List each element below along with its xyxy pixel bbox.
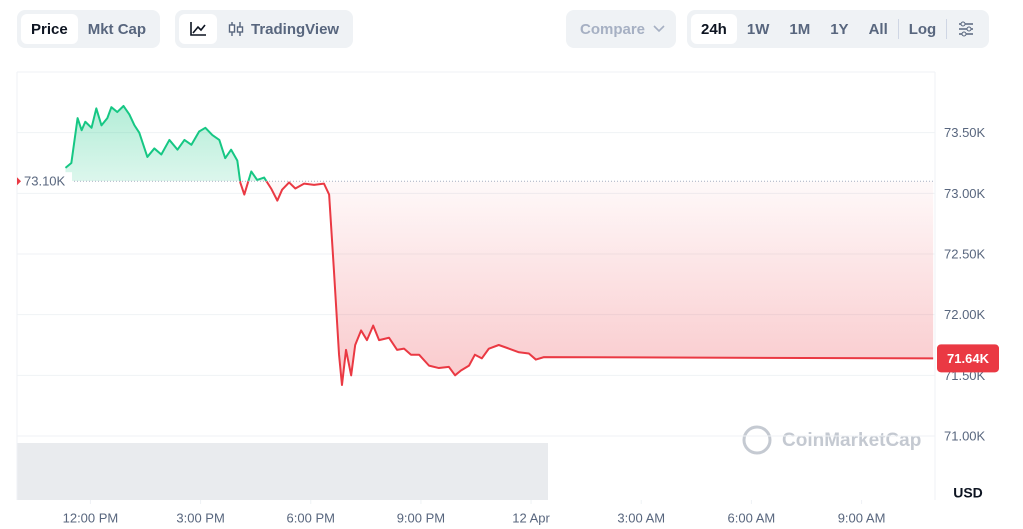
y-tick-label: 73.50K [944, 125, 986, 140]
y-tick-label: 72.50K [944, 246, 986, 261]
x-tick-label: 9:00 AM [838, 510, 886, 525]
price-line [64, 104, 934, 387]
compare-dropdown[interactable]: Compare [566, 10, 676, 48]
range-toggle: 24h 1W 1M 1Y All Log [687, 10, 990, 48]
x-tick-label: 9:00 PM [397, 510, 445, 525]
volume-area [17, 443, 548, 500]
compare-label: Compare [580, 20, 646, 38]
last-price-tag [937, 344, 999, 373]
chevron-icon [653, 25, 665, 33]
tradingview-button[interactable]: TradingView [217, 14, 349, 44]
open-price-label-bg [20, 172, 72, 191]
price-area [65, 105, 934, 386]
candle-icon [228, 22, 244, 36]
settings-button[interactable] [947, 14, 985, 44]
watermark: CoinMarketCap [742, 425, 921, 455]
compare-button[interactable]: Compare [570, 14, 675, 44]
metric-toggle: Price Mkt Cap [17, 10, 161, 48]
open-price-label: 73.10K [24, 174, 66, 189]
range-button[interactable]: 1W [746, 20, 770, 38]
range-button[interactable]: 1Y [830, 20, 849, 38]
chart-mode-toggle: TradingView [175, 10, 354, 48]
range-button[interactable]: 24h [691, 14, 737, 44]
range-button[interactable]: 1M [789, 20, 811, 38]
separator [897, 19, 899, 39]
y-tick-label: 71.00K [944, 428, 986, 443]
x-tick-label: 12 Apr [512, 510, 550, 525]
range-button[interactable]: All [868, 20, 888, 38]
x-tick-label: 6:00 PM [287, 510, 335, 525]
x-tick-label: 3:00 AM [617, 510, 665, 525]
y-tick-label: 72.00K [944, 307, 986, 322]
mkt-cap-button[interactable]: Mkt Cap [87, 20, 147, 38]
price-button[interactable]: Price [21, 14, 78, 44]
x-tick-label: 12:00 PM [63, 510, 119, 525]
settings-icon [959, 21, 974, 37]
x-tick-label: 3:00 PM [176, 510, 224, 525]
tradingview-label: TradingView [251, 20, 340, 38]
currency-label: USD [953, 485, 983, 501]
open-price-marker [17, 177, 21, 186]
line-icon [190, 22, 206, 36]
watermark-text: CoinMarketCap [782, 430, 921, 451]
x-tick-label: 6:00 AM [728, 510, 776, 525]
last-price-label: 71.64K [947, 351, 990, 366]
y-tick-label: 73.00K [944, 186, 986, 201]
log-button[interactable]: Log [908, 20, 937, 38]
separator [946, 19, 948, 39]
line-mode-button[interactable] [179, 14, 217, 44]
